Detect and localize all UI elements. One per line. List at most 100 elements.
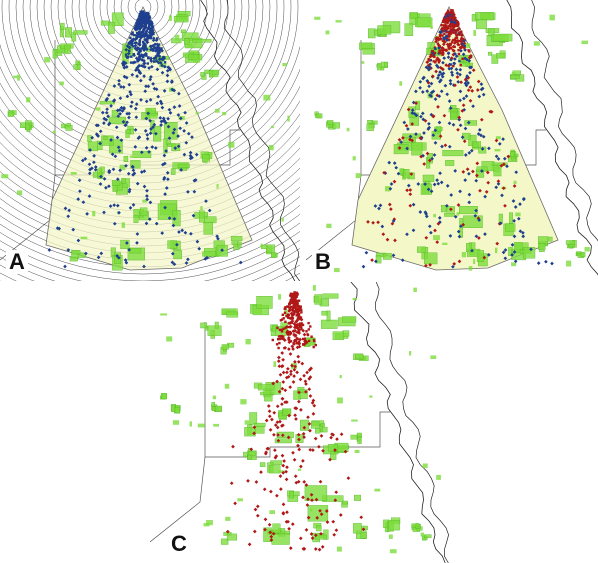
observation-point-blue bbox=[141, 17, 144, 20]
habitat-patch bbox=[130, 160, 141, 169]
observation-point-blue bbox=[111, 167, 116, 172]
observation-point-red bbox=[295, 330, 300, 335]
observation-point-red bbox=[287, 316, 290, 319]
observation-point-red bbox=[294, 335, 297, 338]
habitat-patch bbox=[64, 44, 71, 54]
observation-point-red bbox=[457, 115, 462, 120]
observation-point-red bbox=[306, 497, 310, 502]
observation-point-blue bbox=[162, 175, 167, 180]
observation-point-blue bbox=[147, 25, 151, 28]
habitat-patch-small bbox=[244, 420, 249, 425]
observation-point-red bbox=[462, 139, 467, 144]
observation-point-blue bbox=[182, 152, 187, 157]
habitat-patch bbox=[163, 138, 168, 154]
observation-point-blue bbox=[496, 182, 501, 186]
observation-point-blue bbox=[124, 53, 128, 56]
habitat-patch-small bbox=[584, 247, 590, 252]
observation-point-blue bbox=[139, 170, 144, 174]
observation-point-blue bbox=[148, 36, 151, 39]
habitat-patch bbox=[192, 39, 212, 43]
habitat-patch-small bbox=[169, 15, 172, 21]
observation-point-red bbox=[445, 42, 450, 47]
habitat-patch-small bbox=[260, 243, 263, 248]
observation-point-blue bbox=[463, 44, 466, 48]
observation-point-blue bbox=[161, 119, 166, 123]
observation-point-blue bbox=[129, 36, 132, 39]
observation-point-red bbox=[287, 309, 291, 313]
observation-point-blue bbox=[157, 46, 161, 50]
habitat-patch-small bbox=[271, 125, 274, 129]
observation-point-red bbox=[268, 428, 273, 432]
observation-point-blue bbox=[142, 42, 145, 45]
observation-point-blue bbox=[157, 51, 160, 54]
observation-point-blue bbox=[137, 47, 140, 50]
observation-point-red bbox=[434, 61, 437, 64]
observation-point-red bbox=[291, 301, 294, 304]
observation-point-blue bbox=[451, 20, 454, 24]
observation-point-red bbox=[271, 338, 274, 342]
observation-point-blue bbox=[467, 200, 472, 205]
observation-point-red bbox=[305, 330, 308, 333]
observation-point-red bbox=[276, 438, 281, 443]
habitat-patch-small bbox=[581, 40, 588, 45]
observation-point-red bbox=[287, 331, 291, 334]
habitat-patch-small bbox=[430, 26, 433, 29]
observation-point-red bbox=[506, 154, 511, 159]
observation-point-red bbox=[291, 317, 295, 320]
observation-point-blue bbox=[92, 160, 96, 165]
observation-point-blue bbox=[186, 257, 190, 262]
observation-point-red bbox=[460, 30, 463, 33]
habitat-patch-small bbox=[200, 206, 203, 210]
habitat-patch-small bbox=[160, 313, 168, 316]
observation-point-blue bbox=[463, 39, 466, 43]
observation-point-red bbox=[294, 320, 298, 323]
habitat-patch bbox=[298, 391, 308, 399]
observation-point-red bbox=[306, 333, 310, 337]
observation-point-blue bbox=[139, 150, 144, 155]
observation-point-red bbox=[433, 51, 437, 55]
observation-point-red bbox=[438, 34, 442, 38]
observation-point-blue bbox=[463, 153, 468, 157]
observation-point-blue bbox=[107, 170, 112, 175]
observation-point-red bbox=[427, 57, 430, 61]
observation-point-red bbox=[295, 291, 299, 294]
habitat-patch-small bbox=[273, 361, 277, 367]
observation-point-red bbox=[302, 425, 307, 430]
observation-point-blue bbox=[158, 61, 163, 65]
observation-point-red bbox=[292, 457, 297, 462]
observation-point-blue bbox=[131, 168, 136, 173]
observation-point-blue bbox=[108, 204, 113, 208]
observation-point-blue bbox=[467, 171, 471, 176]
observation-point-blue bbox=[184, 261, 189, 265]
observation-point-red bbox=[447, 33, 450, 37]
observation-point-red bbox=[313, 339, 316, 343]
habitat-patch bbox=[462, 132, 471, 140]
observation-point-blue bbox=[421, 117, 426, 122]
observation-point-blue bbox=[164, 149, 168, 153]
observation-point-red bbox=[475, 173, 479, 178]
observation-point-blue bbox=[66, 214, 71, 219]
observation-point-blue bbox=[117, 78, 121, 83]
observation-point-red bbox=[298, 307, 301, 311]
observation-point-blue bbox=[177, 104, 182, 108]
habitat-patch-small bbox=[335, 20, 342, 23]
habitat-patch-small bbox=[240, 399, 247, 405]
observation-point-blue bbox=[151, 43, 155, 48]
observation-point-blue bbox=[138, 28, 141, 31]
observation-point-blue bbox=[426, 187, 431, 192]
observation-point-blue bbox=[134, 37, 138, 41]
observation-point-blue bbox=[137, 23, 140, 27]
observation-point-blue bbox=[166, 65, 171, 70]
habitat-patches bbox=[159, 285, 441, 554]
observation-point-red bbox=[281, 423, 285, 428]
observation-point-blue bbox=[146, 39, 149, 42]
observation-point-blue bbox=[145, 197, 150, 202]
habitat-patch bbox=[161, 392, 167, 400]
observation-point-blue bbox=[156, 37, 159, 40]
observation-point-blue bbox=[115, 203, 120, 208]
habitat-patch bbox=[417, 246, 426, 253]
habitat-patch bbox=[537, 243, 546, 250]
observation-point-blue bbox=[518, 229, 523, 234]
habitat-patch bbox=[320, 423, 325, 427]
observation-point-blue bbox=[467, 58, 472, 63]
